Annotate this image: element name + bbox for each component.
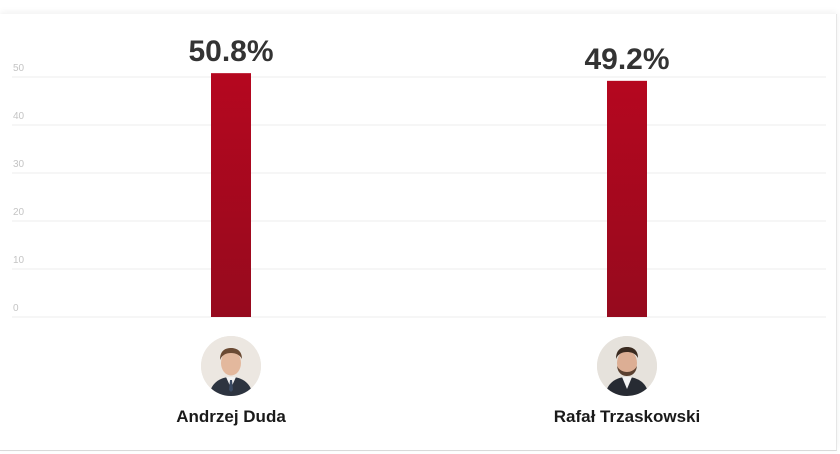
y-tick-label: 50	[13, 63, 25, 74]
y-tick-label: 10	[13, 255, 25, 266]
y-tick-label: 20	[13, 207, 25, 218]
candidate-duda: Andrzej Duda	[111, 336, 351, 427]
bar-1[interactable]	[211, 73, 251, 317]
candidate-name-trzaskowski: Rafał Trzaskowski	[553, 407, 701, 426]
bar-2[interactable]	[607, 80, 647, 317]
bar-value-label-1: 50.8%	[188, 35, 273, 68]
y-tick-label: 0	[13, 303, 19, 314]
y-tick-label: 30	[13, 159, 25, 170]
y-tick-label: 40	[13, 111, 25, 122]
candidate-photo-trzaskowski-icon	[597, 336, 657, 396]
results-bar-chart: 0 10 20 30 40 50 50.8% 49.2%	[12, 35, 826, 318]
candidate-photo-duda-icon	[201, 336, 261, 396]
results-card: 0 10 20 30 40 50 50.8% 49.2% Andrzej Duda	[0, 14, 837, 451]
candidate-name-duda: Andrzej Duda	[176, 407, 286, 426]
bar-value-label-2: 49.2%	[584, 43, 669, 76]
candidate-trzaskowski: Rafał Trzaskowski	[507, 336, 747, 427]
